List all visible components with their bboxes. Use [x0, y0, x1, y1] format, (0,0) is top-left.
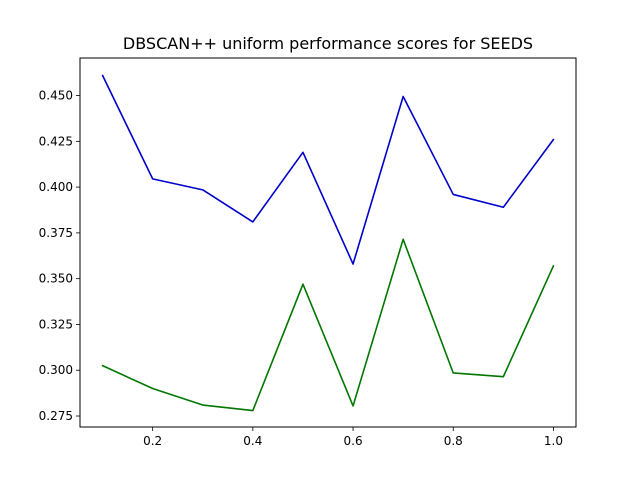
x-tick-label: 0.8 — [444, 434, 463, 448]
y-tick-label: 0.325 — [39, 317, 73, 331]
y-tick-label: 0.350 — [39, 272, 73, 286]
y-tick-label: 0.450 — [39, 89, 73, 103]
x-tick-label: 0.4 — [243, 434, 262, 448]
x-tick-label: 1.0 — [544, 434, 563, 448]
y-tick-label: 0.300 — [39, 363, 73, 377]
x-tick-label: 0.2 — [143, 434, 162, 448]
chart-title: DBSCAN++ uniform performance scores for … — [123, 34, 533, 53]
y-tick-label: 0.275 — [39, 409, 73, 423]
x-tick-label: 0.6 — [344, 434, 363, 448]
y-tick-label: 0.375 — [39, 226, 73, 240]
y-tick-label: 0.425 — [39, 134, 73, 148]
y-tick-label: 0.400 — [39, 180, 73, 194]
